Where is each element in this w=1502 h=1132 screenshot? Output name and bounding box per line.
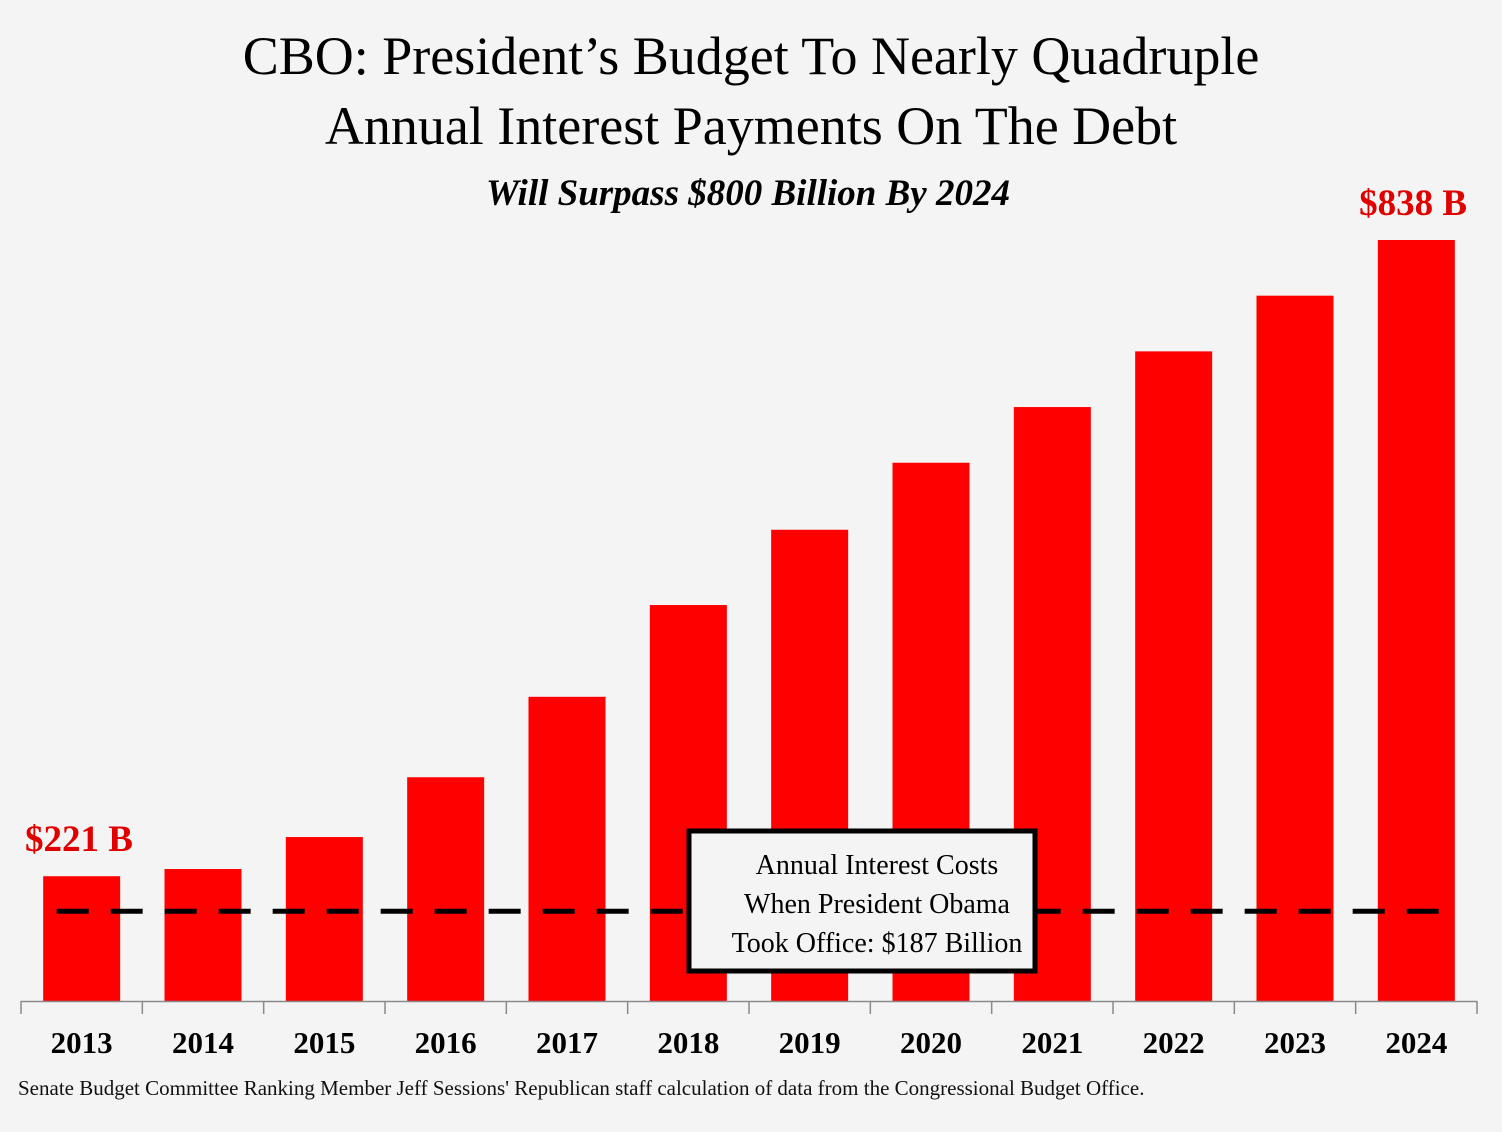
bar-2014 — [164, 869, 242, 1001]
bar-2017 — [528, 696, 606, 1001]
x-tick-label: 2015 — [293, 1025, 355, 1060]
data-labels: $221 B $838 B — [25, 183, 1467, 860]
chart-title-line-2: Annual Interest Payments On The Debt — [324, 96, 1178, 156]
bar-2023 — [1256, 295, 1334, 1001]
x-tick-label: 2014 — [172, 1025, 234, 1060]
x-tick-label: 2017 — [536, 1025, 598, 1060]
x-tick-label: 2013 — [51, 1025, 113, 1060]
x-tick-label: 2020 — [900, 1025, 962, 1060]
x-tick-labels: 2013 2014 2015 2016 2017 2018 2019 2020 2021 2022… — [51, 1025, 1448, 1060]
x-tick-label: 2018 — [657, 1025, 719, 1060]
annotation-box — [686, 828, 1038, 974]
x-tick-label: 2016 — [415, 1025, 477, 1060]
chart-subtitle: Will Surpass $800 Billion By 2024 — [486, 173, 1010, 214]
bar-2013 — [43, 876, 121, 1001]
annotation-line: Took Office: $187 Billion — [732, 928, 1023, 959]
x-tick-label: 2023 — [1264, 1025, 1326, 1060]
annotation-line: Annual Interest Costs — [756, 850, 999, 881]
x-tick-label: 2019 — [779, 1025, 841, 1060]
x-axis — [20, 1000, 1478, 1014]
data-label-2013: $221 B — [25, 819, 133, 860]
x-tick-label: 2022 — [1143, 1025, 1205, 1060]
bar-2016 — [407, 777, 485, 1001]
bar-2015 — [285, 837, 363, 1001]
reference-annotation: Annual Interest Costs When President Oba… — [686, 828, 1038, 974]
bar-2022 — [1135, 351, 1213, 1001]
x-tick-label: 2021 — [1021, 1025, 1083, 1060]
annotation-line: When President Obama — [744, 889, 1010, 920]
x-tick-label: 2024 — [1385, 1025, 1447, 1060]
chart-title-line-1: CBO: President’s Budget To Nearly Quadru… — [242, 26, 1260, 86]
data-label-2024: $838 B — [1359, 183, 1467, 224]
bar-2024 — [1377, 240, 1455, 1001]
source-note: Senate Budget Committee Ranking Member J… — [18, 1076, 1145, 1100]
